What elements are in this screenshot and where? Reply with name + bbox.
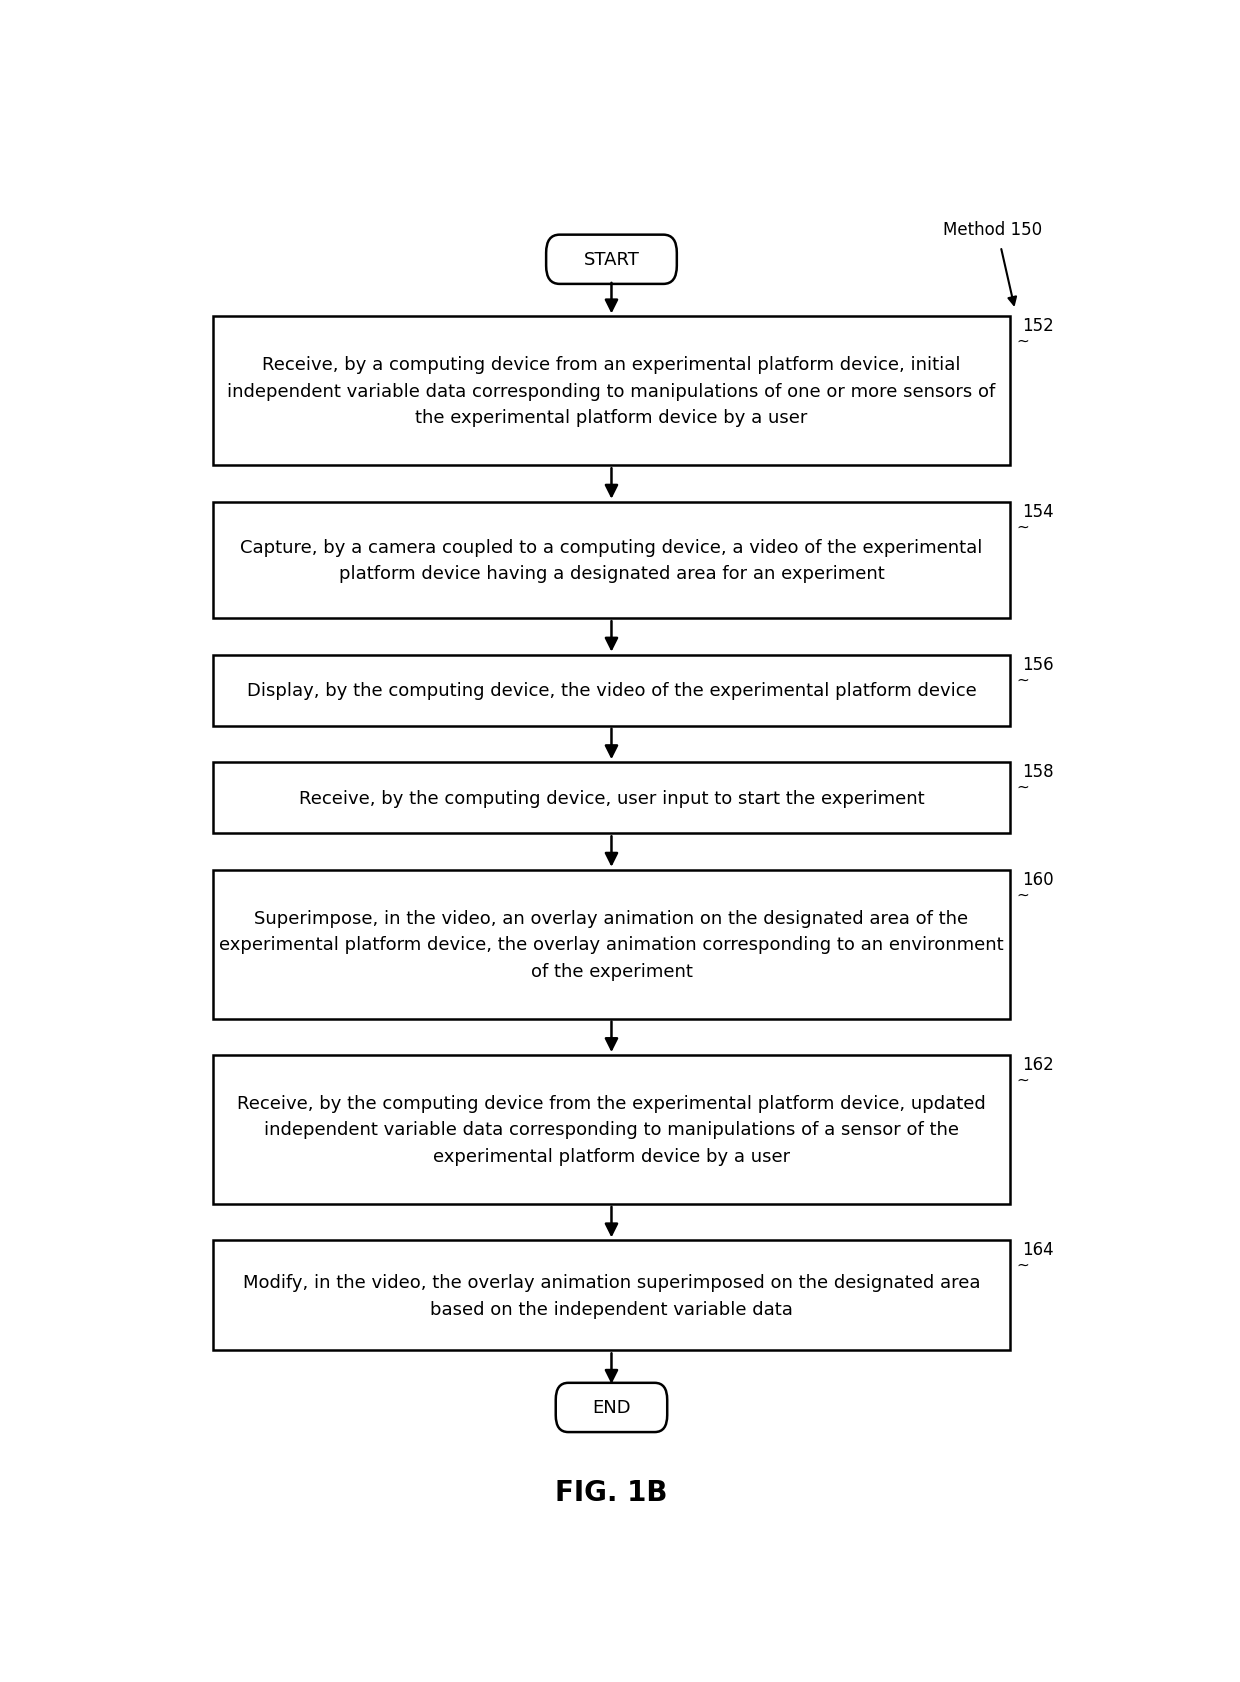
Text: ∼: ∼ [1016, 1071, 1029, 1087]
Text: Capture, by a camera coupled to a computing device, a video of the experimental
: Capture, by a camera coupled to a comput… [241, 538, 982, 582]
Text: Superimpose, in the video, an overlay animation on the designated area of the
ex: Superimpose, in the video, an overlay an… [219, 910, 1004, 981]
Text: ∼: ∼ [1016, 520, 1029, 535]
FancyBboxPatch shape [213, 1055, 1011, 1204]
FancyBboxPatch shape [213, 656, 1011, 727]
FancyBboxPatch shape [213, 318, 1011, 466]
Text: 158: 158 [1022, 762, 1054, 780]
Text: START: START [584, 251, 640, 269]
Text: 162: 162 [1022, 1055, 1054, 1073]
Text: END: END [593, 1399, 631, 1416]
Text: Receive, by the computing device, user input to start the experiment: Receive, by the computing device, user i… [299, 789, 924, 807]
FancyBboxPatch shape [213, 762, 1011, 834]
Text: FIG. 1B: FIG. 1B [556, 1478, 667, 1505]
FancyBboxPatch shape [213, 870, 1011, 1019]
FancyBboxPatch shape [546, 235, 677, 284]
Text: ∼: ∼ [1016, 335, 1029, 348]
Text: ∼: ∼ [1016, 1258, 1029, 1272]
Text: 152: 152 [1022, 318, 1054, 335]
Text: Receive, by the computing device from the experimental platform device, updated
: Receive, by the computing device from th… [237, 1095, 986, 1166]
Text: 164: 164 [1022, 1241, 1054, 1258]
FancyBboxPatch shape [213, 503, 1011, 619]
Text: Method 150: Method 150 [942, 222, 1042, 239]
Text: 154: 154 [1022, 503, 1054, 520]
Text: Display, by the computing device, the video of the experimental platform device: Display, by the computing device, the vi… [247, 681, 976, 700]
Text: ∼: ∼ [1016, 673, 1029, 686]
Text: Receive, by a computing device from an experimental platform device, initial
ind: Receive, by a computing device from an e… [227, 357, 996, 427]
Text: ∼: ∼ [1016, 886, 1029, 902]
Text: Modify, in the video, the overlay animation superimposed on the designated area
: Modify, in the video, the overlay animat… [243, 1273, 981, 1317]
Text: 160: 160 [1022, 870, 1054, 888]
Text: 156: 156 [1022, 656, 1054, 673]
Text: ∼: ∼ [1016, 779, 1029, 794]
FancyBboxPatch shape [213, 1241, 1011, 1351]
FancyBboxPatch shape [556, 1383, 667, 1433]
